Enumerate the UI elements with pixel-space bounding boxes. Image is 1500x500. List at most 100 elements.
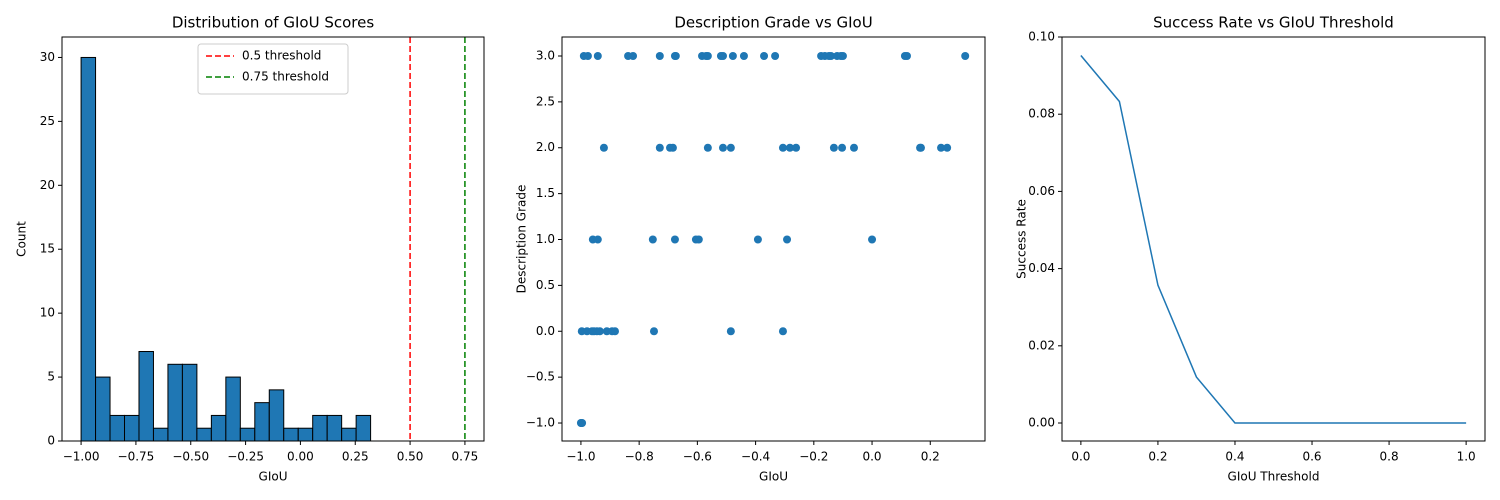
x-axis-label: GIoU Threshold	[1228, 470, 1320, 484]
point	[961, 51, 970, 60]
point	[648, 235, 657, 244]
subplot-title: Success Rate vs GIoU Threshold	[1153, 14, 1394, 32]
y-tick-label: 20	[40, 178, 55, 192]
y-tick-label: 0.06	[1028, 184, 1055, 198]
x-axis-label: GIoU	[759, 470, 788, 484]
y-axis-label: Count	[15, 221, 29, 257]
bar	[239, 427, 256, 442]
point	[826, 51, 835, 60]
point	[902, 51, 911, 60]
axes-frame	[61, 36, 485, 442]
bar	[341, 427, 357, 442]
subplot-title: Distribution of GIoU Scores	[172, 14, 374, 32]
point	[718, 51, 727, 60]
point	[671, 51, 680, 60]
y-tick-label: −1.0	[526, 416, 555, 430]
y-tick-label: 0.00	[1028, 416, 1055, 430]
y-tick-label: 15	[40, 242, 55, 256]
axes-frame	[561, 36, 986, 442]
point	[937, 143, 946, 152]
y-tick-label: 0.0	[536, 324, 555, 338]
y-tick-label: 0.08	[1028, 107, 1055, 121]
point	[593, 51, 602, 60]
bar	[355, 414, 372, 442]
x-tick-label: −0.25	[227, 450, 264, 464]
y-tick-label: 3.0	[536, 48, 555, 62]
point	[599, 143, 608, 152]
subplot: Description Grade vs GIoU GIoU Description…	[515, 14, 986, 484]
y-tick-label: 30	[40, 50, 55, 64]
x-tick-label: 0.50	[397, 450, 424, 464]
point	[703, 51, 712, 60]
bar	[326, 414, 343, 442]
point	[583, 51, 592, 60]
y-tick-label: 1.0	[536, 232, 555, 246]
point	[838, 143, 847, 152]
y-tick-label: 0.02	[1028, 338, 1055, 352]
y-tick-label: 1.5	[536, 186, 555, 200]
point	[783, 235, 792, 244]
point	[629, 51, 638, 60]
x-tick-label: 0.2	[921, 450, 940, 464]
bar	[80, 56, 97, 442]
x-tick-label: −1.0	[566, 450, 595, 464]
subplot: Success Rate vs GIoU Threshold GIoU Thres…	[1015, 14, 1486, 484]
point	[668, 143, 677, 152]
subplot-title: Description Grade vs GIoU	[674, 14, 872, 32]
point	[849, 143, 858, 152]
point	[595, 327, 604, 336]
point	[703, 143, 712, 152]
x-tick-label: 0.00	[287, 450, 314, 464]
point	[943, 143, 952, 152]
point	[670, 235, 679, 244]
y-tick-label: 2.0	[536, 140, 555, 154]
point	[610, 327, 619, 336]
bar	[181, 363, 198, 442]
legend-label: 0.75 threshold	[242, 70, 329, 84]
point	[771, 51, 780, 60]
x-tick-label: −0.75	[118, 450, 155, 464]
y-axis-label: Description Grade	[515, 185, 529, 294]
point	[760, 51, 769, 60]
bar	[167, 363, 183, 442]
line	[1080, 55, 1467, 424]
point	[778, 143, 787, 152]
x-tick-label: −0.8	[625, 450, 654, 464]
bar	[152, 427, 169, 442]
point	[655, 143, 664, 152]
y-tick-label: 0.10	[1028, 30, 1055, 44]
x-tick-label: 0.0	[1071, 450, 1090, 464]
axes-frame	[1061, 36, 1486, 442]
x-tick-label: 0.8	[1380, 450, 1399, 464]
bar	[124, 414, 140, 442]
point	[778, 327, 787, 336]
bar	[268, 389, 285, 442]
bar	[109, 414, 126, 442]
x-tick-label: 0.0	[862, 450, 881, 464]
x-tick-label: −0.50	[172, 450, 209, 464]
bar	[138, 351, 154, 442]
bar	[196, 427, 212, 442]
subplot: Distribution of GIoU Scores GIoU Count −1.0…	[15, 14, 485, 484]
point	[593, 235, 602, 244]
x-tick-label: 0.75	[452, 450, 479, 464]
y-tick-label: 10	[40, 306, 55, 320]
x-tick-label: −0.4	[741, 450, 770, 464]
bar	[210, 414, 227, 442]
y-tick-label: 5	[47, 370, 55, 384]
legend-label: 0.5 threshold	[242, 49, 321, 63]
point	[655, 51, 664, 60]
y-axis-label: Success Rate	[1015, 199, 1029, 279]
point	[726, 143, 735, 152]
bar	[225, 376, 241, 442]
bar	[312, 414, 328, 442]
point	[694, 235, 703, 244]
x-tick-label: −0.2	[799, 450, 828, 464]
bar	[297, 427, 314, 442]
point	[792, 143, 801, 152]
x-tick-label: 0.6	[1302, 450, 1321, 464]
x-tick-label: 0.2	[1148, 450, 1167, 464]
point	[726, 327, 735, 336]
point	[718, 143, 727, 152]
